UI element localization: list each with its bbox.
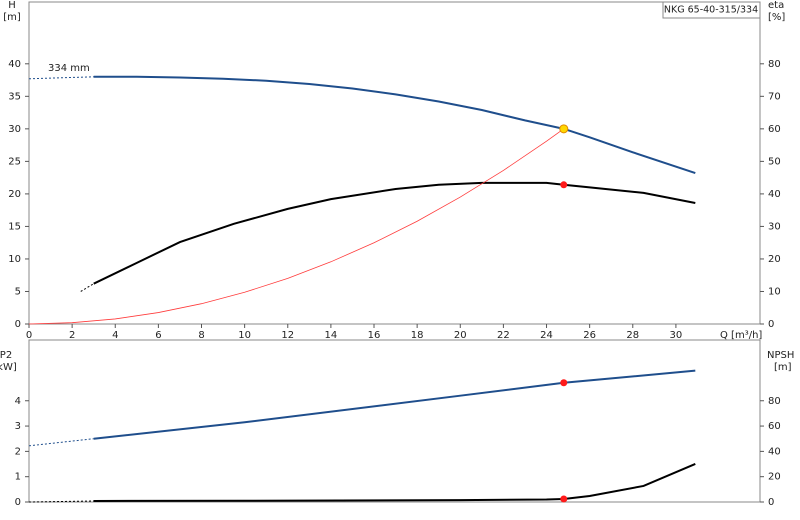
x-tick-label: 28: [626, 330, 639, 341]
curve: [93, 462, 696, 502]
y-tick-label: 20: [8, 189, 21, 200]
duty-point: [560, 379, 568, 387]
x-tick-label: 30: [670, 330, 683, 341]
y2-tick-label: 20: [768, 254, 781, 265]
x-tick-label: 2: [69, 330, 75, 341]
y2-tick-label: 70: [768, 91, 781, 102]
chart-title: NKG 65-40-315/334: [664, 5, 758, 16]
x-tick-label: 20: [454, 330, 467, 341]
y-tick-label: 25: [8, 156, 21, 167]
x-tick-label: 18: [411, 330, 424, 341]
y2-tick-label: 60: [768, 421, 781, 432]
x-tick-label: 14: [325, 330, 338, 341]
y2-axis-label: NPSH: [767, 350, 794, 361]
y-tick-label: 0: [15, 497, 21, 508]
plot-frame: [28, 339, 761, 503]
curve: [80, 283, 94, 292]
y-tick-label: 10: [8, 254, 21, 265]
y2-tick-label: 80: [768, 396, 781, 407]
y2-axis-label: eta: [768, 0, 784, 11]
y-axis-unit: [kW]: [0, 362, 17, 373]
x-tick-label: 12: [281, 330, 294, 341]
y-tick-label: 15: [8, 221, 21, 232]
title-box: [662, 1, 761, 19]
x-tick-label: 24: [540, 330, 553, 341]
duty-point: [560, 181, 568, 189]
duty-point: [560, 495, 568, 503]
x-tick-label: 4: [112, 330, 118, 341]
curve: [93, 75, 696, 175]
curve: [93, 369, 696, 440]
y2-tick-label: 0: [768, 497, 774, 508]
y-axis-unit: [m]: [3, 12, 21, 23]
y-tick-label: 3: [15, 421, 21, 432]
y-tick-label: 0: [15, 319, 21, 330]
y2-tick-label: 40: [768, 446, 781, 457]
x-tick-label: 26: [583, 330, 596, 341]
y2-tick-label: 40: [768, 189, 781, 200]
y-tick-label: 35: [8, 91, 21, 102]
y-axis-label: P2: [0, 350, 12, 361]
y2-tick-label: 30: [768, 221, 781, 232]
x-tick-label: 6: [155, 330, 161, 341]
x-tick-label: 16: [368, 330, 381, 341]
y2-tick-label: 60: [768, 124, 781, 135]
curve: [28, 500, 94, 503]
x-tick-label: 0: [26, 330, 32, 341]
y-axis-label: H: [8, 0, 16, 11]
curve: [28, 438, 94, 447]
y2-tick-label: 80: [768, 59, 781, 70]
y-tick-label: 2: [15, 446, 21, 457]
y2-tick-label: 0: [768, 319, 774, 330]
x-tick-label: 22: [497, 330, 510, 341]
y2-axis-unit: [m]: [774, 362, 792, 373]
curve: [93, 181, 696, 285]
curve-annotation: 334 mm: [48, 63, 90, 74]
curve: [28, 76, 94, 80]
y-tick-label: 30: [8, 124, 21, 135]
y2-axis-unit: [%]: [768, 12, 785, 23]
duty-point: [559, 124, 569, 134]
x-tick-label: 10: [238, 330, 251, 341]
y-tick-label: 5: [15, 286, 21, 297]
y-tick-label: 4: [15, 396, 21, 407]
y-tick-label: 1: [15, 472, 21, 483]
y2-tick-label: 50: [768, 156, 781, 167]
x-tick-label: 8: [198, 330, 204, 341]
curve: [28, 128, 565, 325]
y2-tick-label: 20: [768, 472, 781, 483]
plot-frame: [28, 1, 761, 325]
y-tick-label: 40: [8, 59, 21, 70]
y2-tick-label: 10: [768, 286, 781, 297]
x-axis-label: Q [m³/h]: [720, 330, 762, 341]
